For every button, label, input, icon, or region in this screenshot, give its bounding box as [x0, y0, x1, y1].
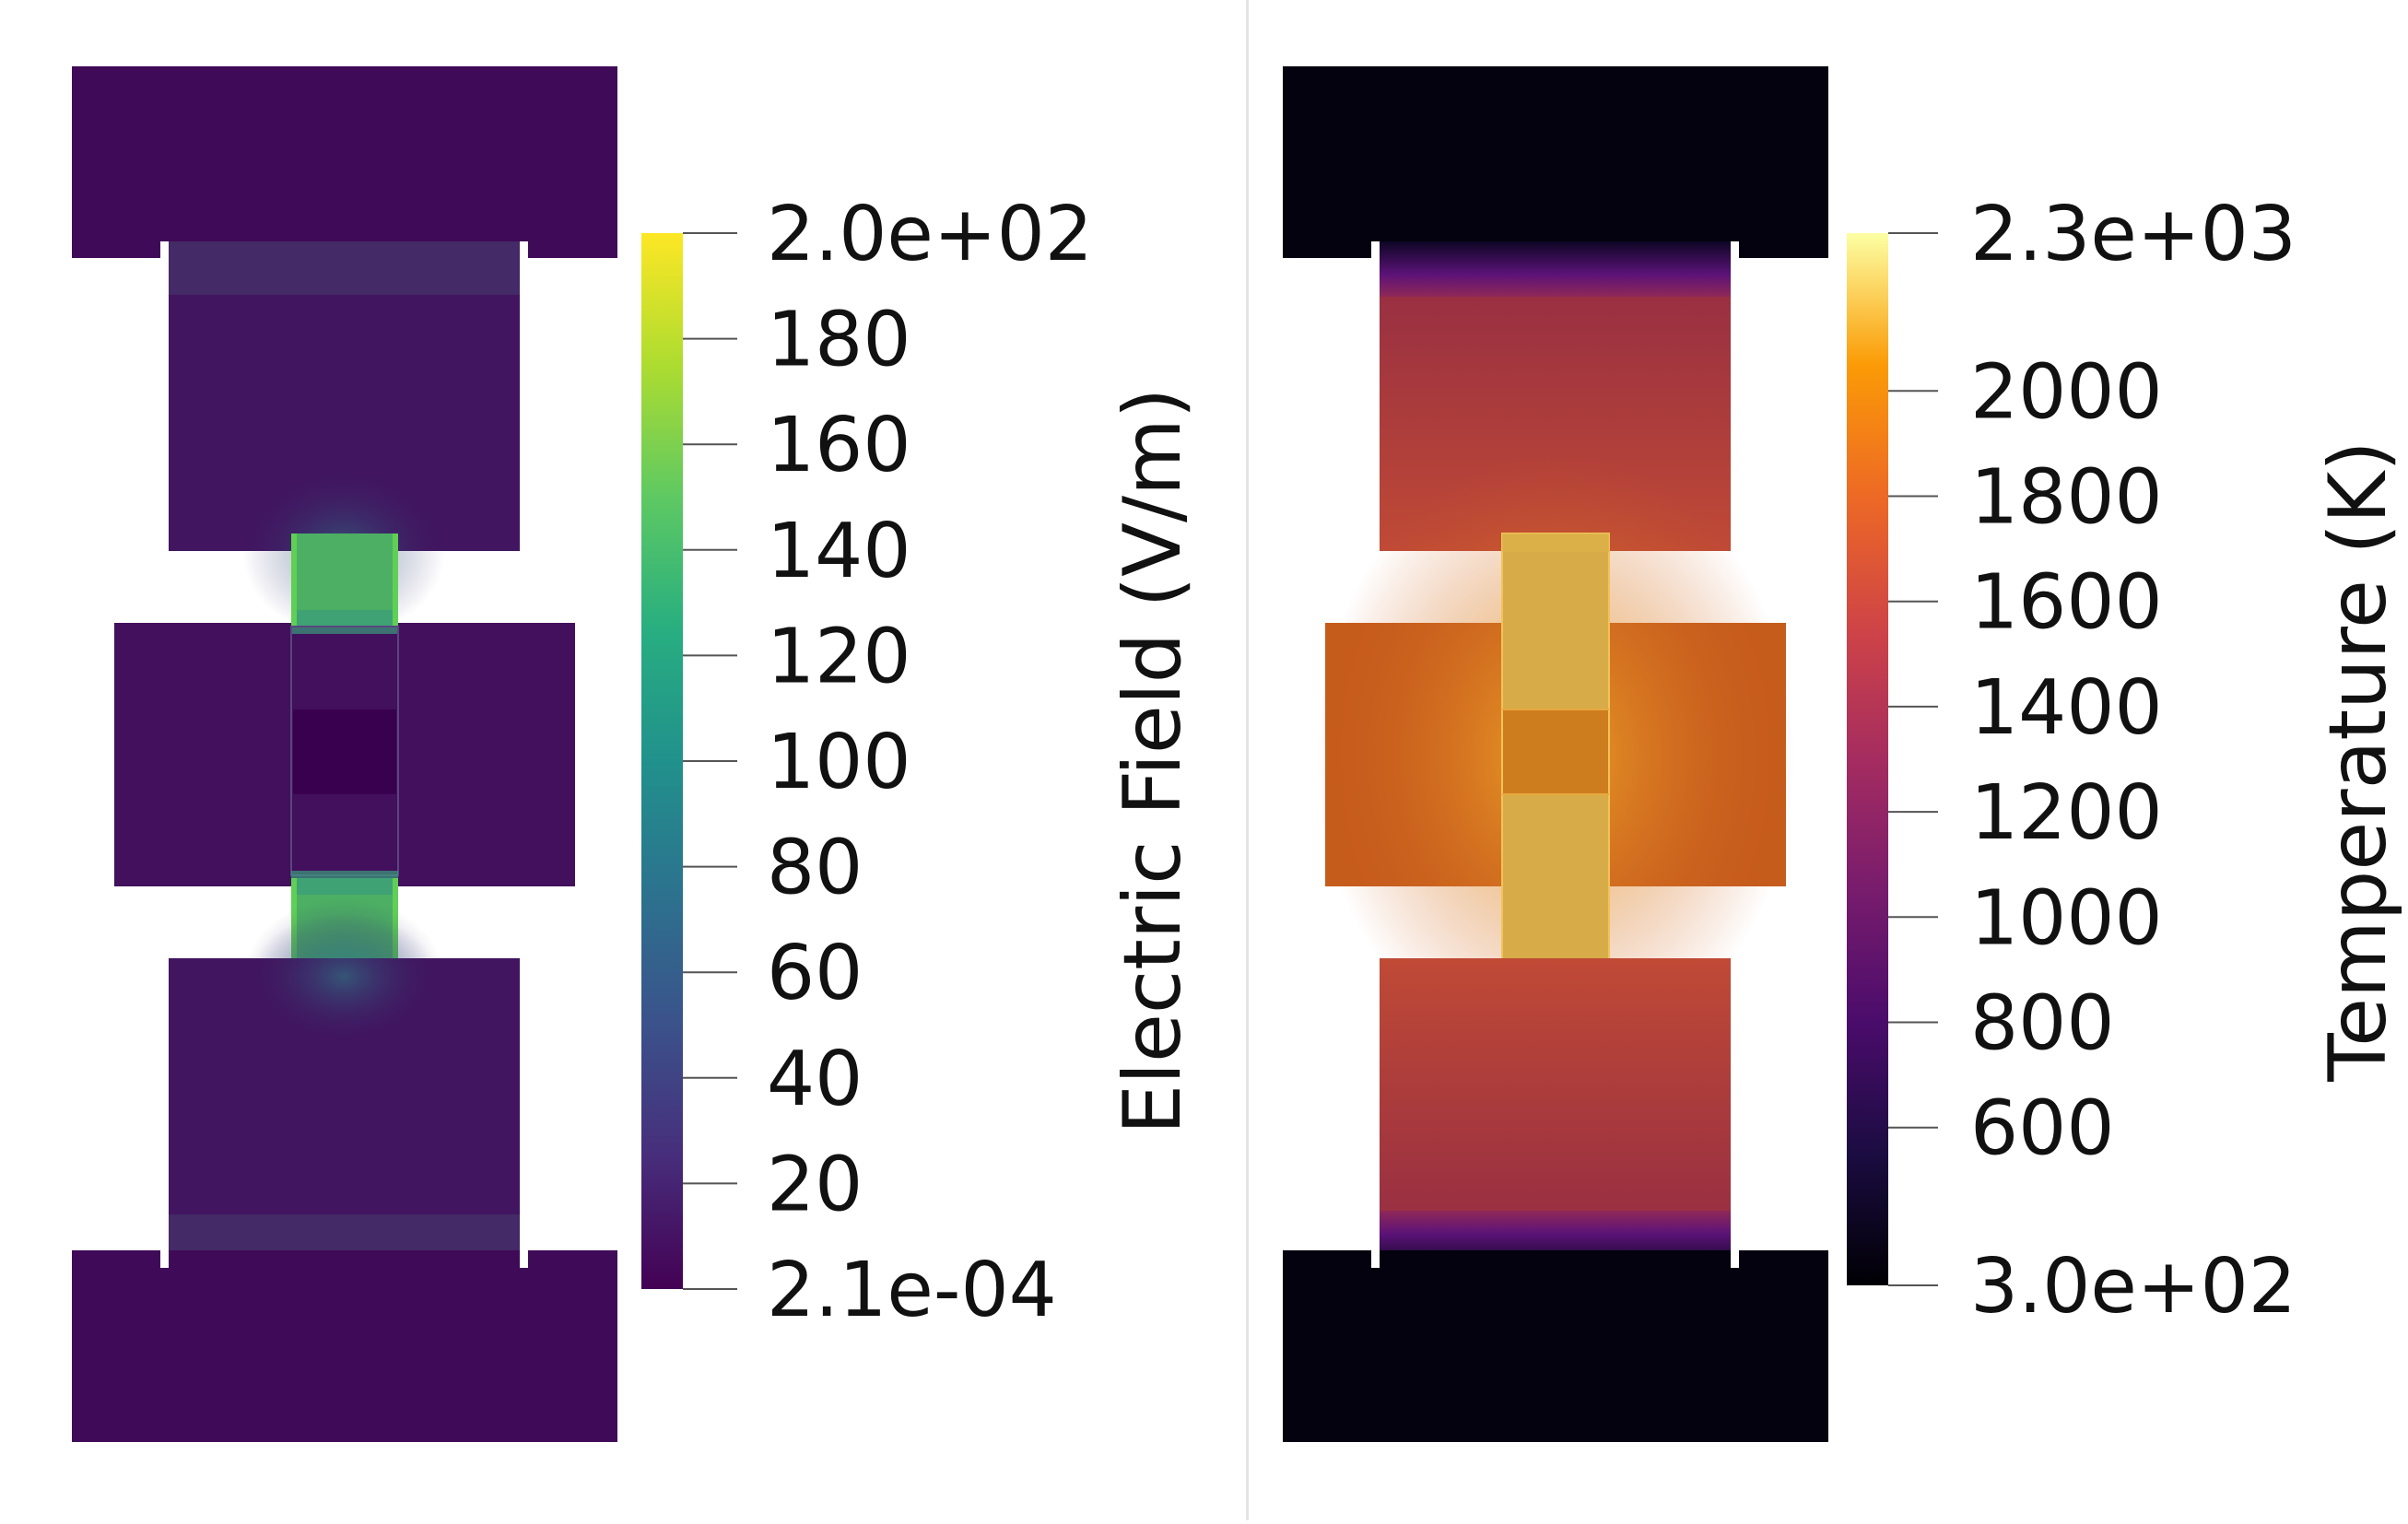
electric-field-tick-label-tick-160: 160	[767, 402, 911, 489]
temperature-colorbar: 2.3e+03 2000 1800 1600 1400 1200 1000 800 600 3.0…	[1847, 191, 2404, 1331]
lower-sample-t	[1502, 794, 1609, 973]
bottom-notch-right	[520, 1250, 528, 1268]
electric-field-tick-label-tick-60: 60	[767, 930, 863, 1017]
temperature-plot	[1283, 66, 1828, 1442]
temperature-tick-label-tick-600: 600	[1970, 1085, 2115, 1173]
electric-field-tick-label-tick-40: 40	[767, 1036, 863, 1123]
electric-field-colorbar-ticks: 2.0e+02 180 160 140 120 100 80 60 40 20 2.1e-04	[683, 191, 1093, 1334]
upper-sample-t	[1502, 533, 1609, 709]
top-cooling-band	[1380, 241, 1731, 297]
top-notch-left	[160, 241, 169, 258]
electric-field-plot	[72, 66, 617, 1442]
sample-joint-top	[1502, 533, 1609, 552]
top-notch-right	[520, 241, 528, 258]
electric-field-colorbar-ramp	[641, 233, 683, 1289]
bottom-heatsink-cap	[1283, 1250, 1828, 1442]
top-heatsink-cap	[1283, 66, 1828, 258]
temperature-tick-label-tick-1000: 1000	[1970, 874, 2163, 962]
top-notch-right-t	[1731, 241, 1739, 258]
lower-field-glow-2	[252, 912, 436, 1041]
temperature-tick-label-min: 3.0e+02	[1970, 1243, 2296, 1331]
temperature-colorbar-ticks: 2.3e+03 2000 1800 1600 1400 1200 1000 800 600 3.0…	[1888, 191, 2296, 1331]
top-electrode-band	[169, 241, 520, 295]
top-electrode-cap	[72, 66, 617, 258]
temperature-tick-label-tick-1400: 1400	[1970, 664, 2163, 752]
electric-field-tick-label-max: 2.0e+02	[767, 191, 1093, 278]
temperature-tick-label-max: 2.3e+03	[1970, 191, 2296, 278]
electric-field-tick-label-tick-20: 20	[767, 1141, 863, 1228]
temperature-tick-label-tick-1200: 1200	[1970, 769, 2163, 857]
bottom-notch-right-t	[1731, 1250, 1739, 1268]
bottom-electrode-cap	[72, 1250, 617, 1442]
bottom-notch-left-t	[1371, 1250, 1380, 1268]
upper-sample-edge-right	[393, 533, 398, 627]
electric-field-tick-label-tick-180: 180	[767, 297, 911, 384]
temperature-tick-label-tick-1600: 1600	[1970, 559, 2163, 647]
lower-sample-upper	[291, 871, 398, 895]
electric-field-tick-label-tick-120: 120	[767, 613, 911, 700]
electric-field-colorbar: 2.0e+02 180 160 140 120 100 80 60 40 20 2.1e-04 El…	[641, 191, 1199, 1334]
center-gap	[293, 709, 396, 794]
top-notch-left-t	[1371, 241, 1380, 258]
electric-field-tick-label-min: 2.1e-04	[767, 1247, 1057, 1334]
electric-field-colorbar-title: Electric Field (V/m)	[1107, 388, 1199, 1135]
temperature-colorbar-title: Temperature (K)	[2312, 440, 2404, 1083]
temperature-tick-label-tick-1800: 1800	[1970, 454, 2163, 542]
upper-sample-lower	[291, 610, 398, 634]
temperature-tick-label-tick-800: 800	[1970, 980, 2115, 1068]
bottom-notch-left	[160, 1250, 169, 1268]
panel-divider	[1246, 0, 1249, 1520]
center-gap-t	[1502, 709, 1609, 794]
electric-field-tick-label-tick-140: 140	[767, 508, 911, 595]
temperature-tick-label-tick-2000: 2000	[1970, 348, 2163, 436]
electric-field-tick-label-tick-100: 100	[767, 719, 911, 806]
electric-field-tick-label-tick-80: 80	[767, 825, 863, 912]
temperature-colorbar-ramp	[1847, 233, 1888, 1285]
upper-sample-edge-left	[291, 533, 297, 627]
